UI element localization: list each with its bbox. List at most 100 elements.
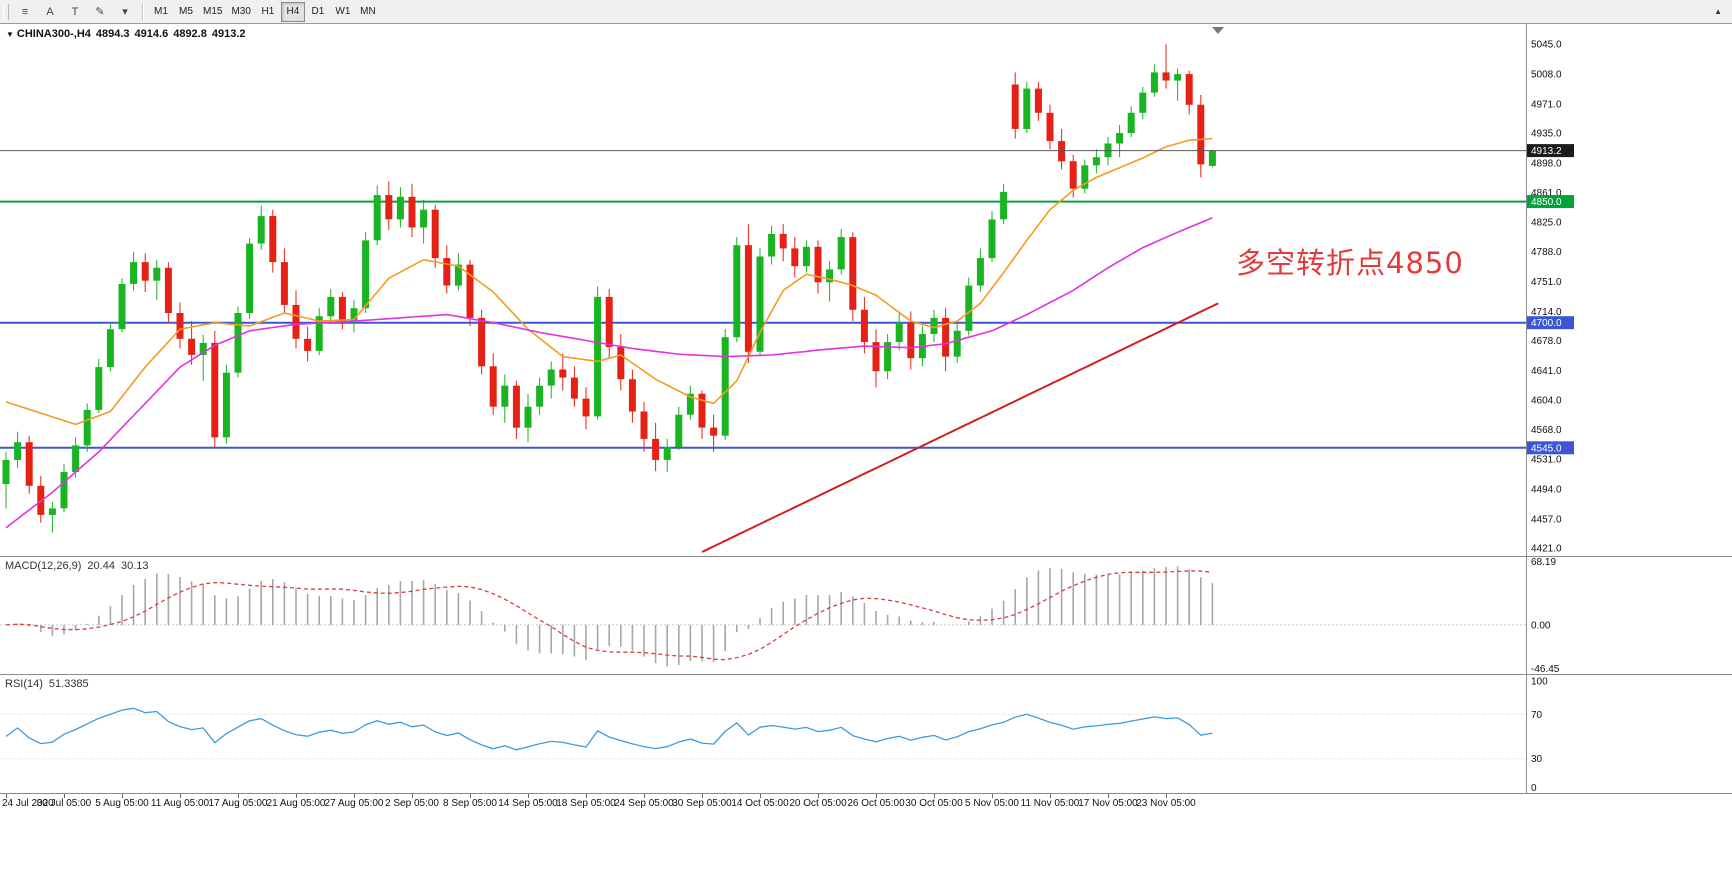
draw-tool-icon[interactable]: ✎ bbox=[88, 2, 112, 22]
ohlc-low: 4892.8 bbox=[173, 28, 207, 40]
rsi-panel[interactable]: 100 70 30 0 RSI(14) 51.3385 bbox=[0, 674, 1732, 793]
svg-text:4421.0: 4421.0 bbox=[1531, 543, 1562, 554]
svg-text:4641.0: 4641.0 bbox=[1531, 366, 1562, 377]
time-tick bbox=[934, 794, 935, 798]
time-tick bbox=[412, 794, 413, 798]
rsi-line bbox=[5, 707, 1213, 751]
time-axis-label: 14 Sep 05:00 bbox=[498, 798, 558, 809]
symbol-timeframe-label: CHINA300-,H4 bbox=[16, 28, 91, 40]
toolbar-timeframes-group: M1 M5 M15 M30 H1 H4 D1 W1 MN bbox=[149, 1, 380, 22]
macd-signal-value: 30.13 bbox=[120, 560, 149, 572]
ohlc-high: 4914.6 bbox=[134, 28, 169, 40]
timeframe-button-m15[interactable]: M15 bbox=[199, 2, 226, 22]
toolbar-grip[interactable] bbox=[3, 3, 9, 20]
macd-main-value: 20.44 bbox=[87, 560, 115, 572]
svg-text:4913.2: 4913.2 bbox=[1531, 146, 1562, 157]
time-tick bbox=[586, 794, 587, 798]
svg-text:70: 70 bbox=[1531, 710, 1543, 721]
chart-list-icon[interactable]: ≡ bbox=[13, 2, 37, 22]
time-tick bbox=[238, 794, 239, 798]
bottom-spacer bbox=[0, 812, 1732, 893]
svg-text:4714.0: 4714.0 bbox=[1531, 307, 1562, 318]
macd-name: MACD(12,26,9) bbox=[5, 560, 82, 572]
chart-shift-icon[interactable] bbox=[1212, 27, 1224, 34]
time-axis-label: 24 Sep 05:00 bbox=[614, 798, 674, 809]
timeframe-button-m1[interactable]: M1 bbox=[149, 2, 173, 22]
time-tick bbox=[122, 794, 123, 798]
main-chart-canvas[interactable]: 5045.0 5008.0 4971.0 4935.0 4898.0 4861.0 4825… bbox=[0, 24, 1732, 556]
time-axis-label: 24 Jul 2020 bbox=[2, 798, 54, 809]
ohlc-open: 4894.3 bbox=[95, 28, 130, 40]
chart-marker-icon: ▼ bbox=[6, 30, 14, 39]
svg-text:-46.45: -46.45 bbox=[1531, 664, 1560, 674]
timeframe-button-m5[interactable]: M5 bbox=[174, 2, 198, 22]
price-level-badges: 4913.2 4850.0 4700.0 4545.0 bbox=[1527, 144, 1574, 455]
macd-label: MACD(12,26,9) 20.44 30.13 bbox=[5, 560, 154, 572]
macd-panel[interactable]: 68.19 0.00 -46.45 MACD(12,26,9) 20.44 30.13 bbox=[0, 556, 1732, 674]
timeframe-button-m30[interactable]: M30 bbox=[227, 2, 254, 22]
timeframe-button-h4[interactable]: H4 bbox=[280, 1, 305, 22]
rsi-canvas[interactable]: 100 70 30 0 bbox=[0, 675, 1732, 793]
time-axis-label: 11 Nov 05:00 bbox=[1020, 798, 1080, 809]
time-tick bbox=[6, 794, 7, 798]
svg-text:4751.0: 4751.0 bbox=[1531, 277, 1562, 288]
time-tick bbox=[702, 794, 703, 798]
time-tick bbox=[1050, 794, 1051, 798]
time-axis-label: 5 Aug 05:00 bbox=[95, 798, 149, 809]
time-tick bbox=[644, 794, 645, 798]
time-tick bbox=[760, 794, 761, 798]
timeframe-button-h1[interactable]: H1 bbox=[256, 2, 280, 22]
moving-averages[interactable] bbox=[5, 137, 1219, 553]
svg-text:4604.0: 4604.0 bbox=[1531, 396, 1562, 407]
cursor-a-icon[interactable]: A bbox=[38, 2, 62, 22]
time-tick bbox=[180, 794, 181, 798]
time-tick bbox=[354, 794, 355, 798]
rsi-axis-ticks: 100 70 30 0 bbox=[1531, 677, 1548, 794]
time-axis[interactable]: 24 Jul 2020 30 Jul 05:00 5 Aug 05:00 11 Aug… bbox=[0, 793, 1732, 812]
time-axis-label: 17 Aug 05:00 bbox=[208, 798, 268, 809]
timeframe-button-mn[interactable]: MN bbox=[356, 2, 380, 22]
svg-text:4971.0: 4971.0 bbox=[1531, 99, 1562, 110]
svg-text:4861.0: 4861.0 bbox=[1531, 188, 1562, 199]
ma-fast-line bbox=[5, 137, 1213, 426]
rsi-label: RSI(14) 51.3385 bbox=[5, 678, 95, 690]
svg-text:4898.0: 4898.0 bbox=[1531, 158, 1562, 169]
svg-text:4678.0: 4678.0 bbox=[1531, 336, 1562, 347]
time-tick bbox=[876, 794, 877, 798]
time-axis-label: 30 Oct 05:00 bbox=[905, 798, 963, 809]
text-tool-icon[interactable]: T bbox=[63, 2, 87, 22]
svg-text:4531.0: 4531.0 bbox=[1531, 455, 1562, 466]
time-tick bbox=[528, 794, 529, 798]
ohlc-close: 4913.2 bbox=[211, 28, 246, 40]
svg-text:4700.0: 4700.0 bbox=[1531, 318, 1562, 329]
time-axis-label: 2 Sep 05:00 bbox=[385, 798, 439, 809]
macd-canvas[interactable]: 68.19 0.00 -46.45 bbox=[0, 557, 1732, 674]
timeframe-button-w1[interactable]: W1 bbox=[331, 2, 355, 22]
main-chart-panel[interactable]: 5045.0 5008.0 4971.0 4935.0 4898.0 4861.0 4825… bbox=[0, 24, 1732, 556]
time-tick bbox=[296, 794, 297, 798]
time-axis-label: 18 Sep 05:00 bbox=[556, 798, 616, 809]
toolbar-tools-group: ≡ A T ✎ ▾ bbox=[13, 2, 137, 22]
macd-axis-ticks: 68.19 0.00 -46.45 bbox=[1531, 557, 1560, 674]
chart-annotation-text: 多空转折点4850 bbox=[1236, 246, 1464, 280]
toolbar-separator bbox=[142, 2, 144, 21]
time-tick bbox=[1108, 794, 1109, 798]
svg-text:4545.0: 4545.0 bbox=[1531, 443, 1562, 454]
macd-histogram bbox=[16, 566, 1214, 667]
chart-title: ▼ CHINA300-,H4 4894.3 4914.6 4892.8 4913.2 bbox=[6, 28, 251, 40]
svg-text:68.19: 68.19 bbox=[1531, 557, 1556, 568]
time-axis-label: 11 Aug 05:00 bbox=[150, 798, 210, 809]
candles bbox=[2, 44, 1216, 533]
svg-text:5008.0: 5008.0 bbox=[1531, 70, 1562, 81]
rsi-name: RSI(14) bbox=[5, 678, 43, 690]
time-tick bbox=[992, 794, 993, 798]
svg-text:0: 0 bbox=[1531, 783, 1537, 793]
timeframe-button-d1[interactable]: D1 bbox=[306, 2, 330, 22]
toolbar-corner-marker-icon: ▲ bbox=[1714, 7, 1722, 16]
ma-slow-line bbox=[5, 216, 1213, 529]
svg-text:4494.0: 4494.0 bbox=[1531, 485, 1562, 496]
dropdown-caret-icon[interactable]: ▾ bbox=[113, 2, 137, 22]
svg-text:0.00: 0.00 bbox=[1531, 620, 1551, 631]
time-tick bbox=[1166, 794, 1167, 798]
